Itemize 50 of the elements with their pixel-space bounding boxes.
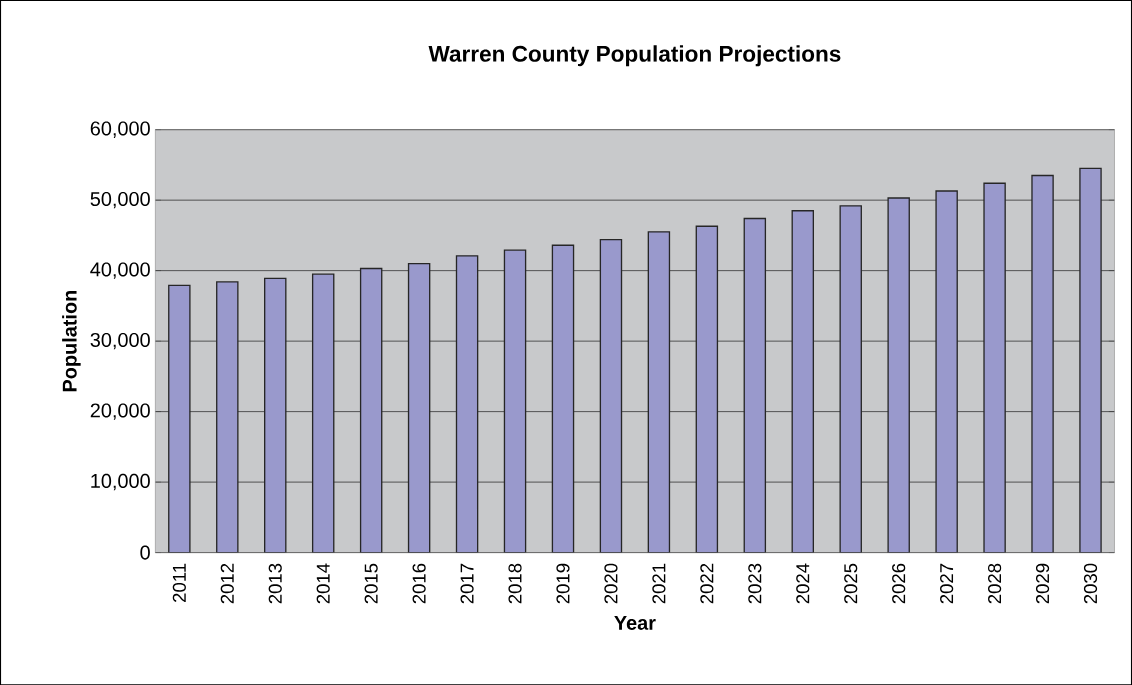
x-tick-label: 2027 [940, 563, 954, 604]
bar [455, 255, 479, 553]
x-tick-label: 2015 [364, 563, 378, 604]
x-tick-label: 2016 [412, 563, 426, 604]
y-tick-label: 40,000 [90, 262, 150, 279]
bar [1079, 167, 1102, 553]
x-tick-label: 2024 [796, 563, 810, 604]
x-tick-label: 2025 [844, 563, 858, 604]
x-tick-label: 2028 [988, 563, 1002, 604]
x-tick-label: 2029 [1035, 563, 1050, 604]
bar [551, 244, 575, 553]
x-tick-label: 2030 [1083, 563, 1098, 604]
bar [983, 182, 1006, 553]
bar [407, 262, 431, 553]
bar [503, 249, 527, 553]
x-tick-label: 2018 [508, 563, 522, 604]
x-tick-label: 2011 [172, 563, 186, 602]
bar [935, 190, 958, 553]
x-tick-label: 2021 [652, 563, 666, 604]
y-tick-label: 50,000 [90, 191, 150, 209]
x-tick-label: 2022 [700, 563, 714, 604]
bar [791, 209, 815, 553]
x-tick-label: 2017 [460, 563, 474, 604]
bar [311, 273, 335, 553]
bar [264, 277, 287, 553]
x-tick-label: 2020 [604, 563, 618, 604]
bar [887, 197, 910, 553]
bar [168, 284, 191, 553]
y-tick-label: 20,000 [90, 403, 150, 420]
bar [647, 231, 671, 553]
bar [599, 238, 623, 553]
bar [359, 267, 383, 553]
x-tick-label: 2023 [748, 563, 762, 604]
x-tick-label: 2026 [892, 563, 906, 604]
bar [1031, 174, 1054, 553]
bar [743, 217, 767, 553]
x-tick-label: 2014 [316, 563, 330, 604]
bar [695, 225, 719, 553]
bar [839, 204, 862, 553]
y-tick-label: 30,000 [90, 332, 150, 350]
x-axis-title: Year [614, 615, 656, 630]
y-tick-label: 0 [140, 545, 150, 560]
x-tick-label: 2012 [220, 563, 234, 604]
bar [216, 281, 239, 553]
x-tick-label: 2019 [556, 563, 570, 604]
y-axis-title: Population [62, 290, 81, 392]
chart-title: Warren County Population Projections [428, 45, 841, 67]
y-tick-label: 10,000 [91, 473, 150, 491]
y-tick-label: 60,000 [90, 121, 150, 138]
x-tick-label: 2013 [268, 563, 282, 604]
